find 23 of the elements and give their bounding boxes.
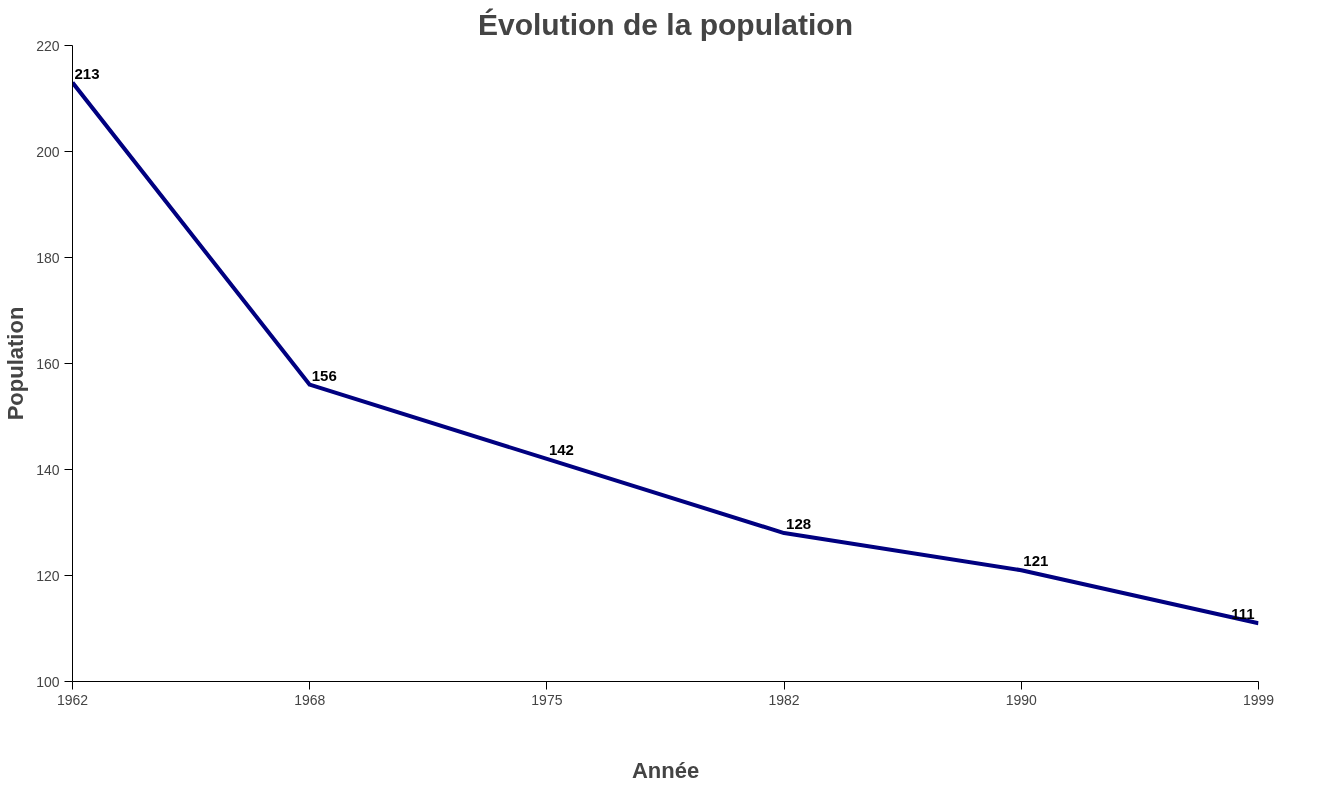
y-tick-label: 180 — [36, 249, 60, 266]
data-label: 142 — [548, 440, 574, 458]
x-tick-label: 1982 — [768, 691, 800, 708]
data-label: 128 — [786, 515, 812, 533]
chart-title: Évolution de la population — [478, 7, 854, 41]
data-label: 156 — [311, 366, 337, 384]
y-tick-label: 120 — [36, 567, 60, 584]
data-label: 213 — [74, 64, 100, 82]
x-tick-label: 1975 — [531, 691, 563, 708]
y-tick-label: 100 — [36, 673, 60, 690]
line-series — [72, 80, 1259, 626]
y-tick-label: 140 — [36, 461, 60, 478]
x-tick-label: 1999 — [1242, 691, 1275, 708]
y-axis-title: Population — [3, 306, 29, 421]
y-tick-label: 200 — [36, 143, 60, 160]
x-axis-title: Année — [631, 757, 700, 783]
x-tick-label: 1990 — [1005, 691, 1038, 708]
data-label: 121 — [1023, 552, 1049, 570]
y-tick-label: 220 — [36, 37, 60, 54]
x-tick-label: 1968 — [294, 691, 326, 708]
x-tick-label: 1962 — [56, 691, 89, 708]
data-label: 111 — [1231, 605, 1255, 623]
y-tick-label: 160 — [36, 355, 60, 372]
